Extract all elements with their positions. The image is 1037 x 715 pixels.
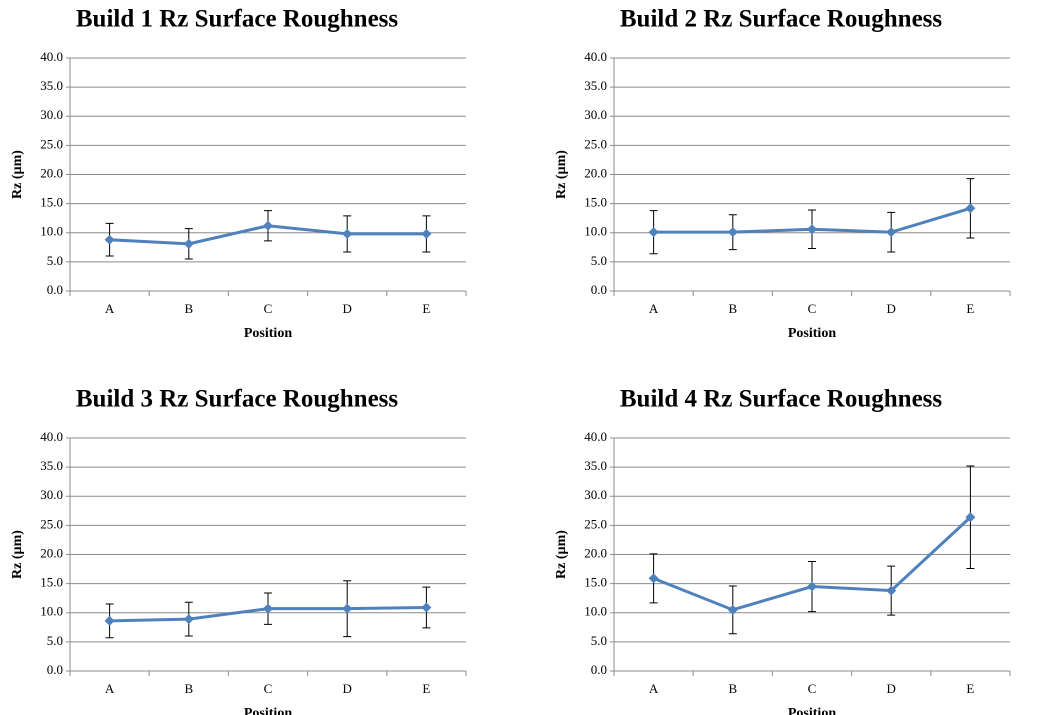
- y-tick-label: 20.0: [584, 545, 607, 560]
- y-tick-label: 0.0: [591, 282, 607, 297]
- y-tick-label: 35.0: [40, 78, 63, 93]
- x-tick-label: D: [887, 681, 896, 696]
- x-tick-label: E: [966, 301, 974, 316]
- y-tick-label: 40.0: [584, 49, 607, 64]
- x-tick-label: D: [343, 681, 352, 696]
- y-tick-label: 20.0: [40, 165, 63, 180]
- y-tick-label: 5.0: [591, 633, 607, 648]
- x-tick-label: B: [728, 681, 737, 696]
- data-point: [183, 238, 194, 249]
- y-tick-label: 30.0: [584, 107, 607, 122]
- y-tick-label: 40.0: [40, 429, 63, 444]
- x-tick-label: D: [887, 301, 896, 316]
- data-point: [727, 227, 738, 238]
- y-tick-label: 35.0: [584, 458, 607, 473]
- y-tick-label: 5.0: [47, 633, 63, 648]
- data-point: [727, 604, 738, 615]
- y-tick-label: 5.0: [591, 253, 607, 268]
- x-axis-label: Position: [788, 326, 836, 341]
- x-tick-label: A: [649, 681, 659, 696]
- y-tick-label: 0.0: [47, 282, 63, 297]
- data-point: [807, 581, 817, 592]
- chart-title: Build 2 Rz Surface Roughness: [620, 6, 943, 33]
- data-point: [965, 512, 976, 523]
- y-tick-label: 40.0: [40, 49, 63, 64]
- x-axis-label: Position: [244, 706, 292, 715]
- x-tick-label: A: [105, 681, 115, 696]
- y-tick-label: 0.0: [591, 662, 607, 677]
- x-axis-label: Position: [244, 326, 292, 341]
- x-tick-label: C: [808, 681, 817, 696]
- x-tick-label: A: [649, 301, 659, 316]
- data-point: [886, 585, 897, 596]
- y-tick-label: 20.0: [584, 165, 607, 180]
- data-point: [183, 614, 194, 625]
- chart-title: Build 1 Rz Surface Roughness: [76, 6, 399, 33]
- x-tick-label: C: [264, 301, 273, 316]
- y-axis-label: Rz (µm): [554, 150, 569, 199]
- data-point: [421, 228, 432, 239]
- data-point: [648, 227, 659, 238]
- y-tick-label: 15.0: [40, 195, 63, 210]
- y-tick-label: 10.0: [584, 224, 607, 239]
- x-tick-label: E: [422, 301, 430, 316]
- x-tick-label: D: [343, 301, 352, 316]
- data-point: [263, 603, 273, 614]
- y-tick-label: 40.0: [584, 429, 607, 444]
- y-tick-label: 25.0: [584, 516, 607, 531]
- y-tick-label: 10.0: [40, 224, 63, 239]
- data-point: [104, 615, 115, 626]
- y-tick-label: 20.0: [40, 545, 63, 560]
- y-axis-label: Rz (µm): [554, 530, 569, 579]
- data-point: [965, 203, 976, 214]
- y-tick-label: 25.0: [40, 136, 63, 151]
- y-tick-label: 25.0: [40, 516, 63, 531]
- data-point: [886, 227, 897, 238]
- chart-title: Build 4 Rz Surface Roughness: [620, 386, 943, 413]
- data-point: [263, 220, 273, 231]
- y-tick-label: 5.0: [47, 253, 63, 268]
- x-tick-label: B: [184, 301, 193, 316]
- y-tick-label: 15.0: [40, 575, 63, 590]
- x-tick-label: E: [422, 681, 430, 696]
- y-tick-label: 25.0: [584, 136, 607, 151]
- x-tick-label: A: [105, 301, 115, 316]
- y-axis-label: Rz (µm): [10, 530, 25, 579]
- y-tick-label: 10.0: [584, 604, 607, 619]
- y-tick-label: 15.0: [584, 195, 607, 210]
- x-axis-label: Position: [788, 706, 836, 715]
- y-tick-label: 30.0: [40, 107, 63, 122]
- data-point: [104, 234, 115, 245]
- data-point: [421, 602, 432, 613]
- data-point: [807, 224, 817, 235]
- x-tick-label: C: [808, 301, 817, 316]
- x-tick-label: B: [184, 681, 193, 696]
- y-axis-label: Rz (µm): [10, 150, 25, 199]
- x-tick-label: C: [264, 681, 273, 696]
- y-tick-label: 15.0: [584, 575, 607, 590]
- x-tick-label: E: [966, 681, 974, 696]
- x-tick-label: B: [728, 301, 737, 316]
- data-point: [342, 603, 353, 614]
- data-point: [342, 228, 353, 239]
- chart-title: Build 3 Rz Surface Roughness: [76, 386, 399, 413]
- y-tick-label: 35.0: [40, 458, 63, 473]
- y-tick-label: 35.0: [584, 78, 607, 93]
- y-tick-label: 30.0: [40, 487, 63, 502]
- y-tick-label: 0.0: [47, 662, 63, 677]
- y-tick-label: 10.0: [40, 604, 63, 619]
- y-tick-label: 30.0: [584, 487, 607, 502]
- data-point: [648, 573, 659, 584]
